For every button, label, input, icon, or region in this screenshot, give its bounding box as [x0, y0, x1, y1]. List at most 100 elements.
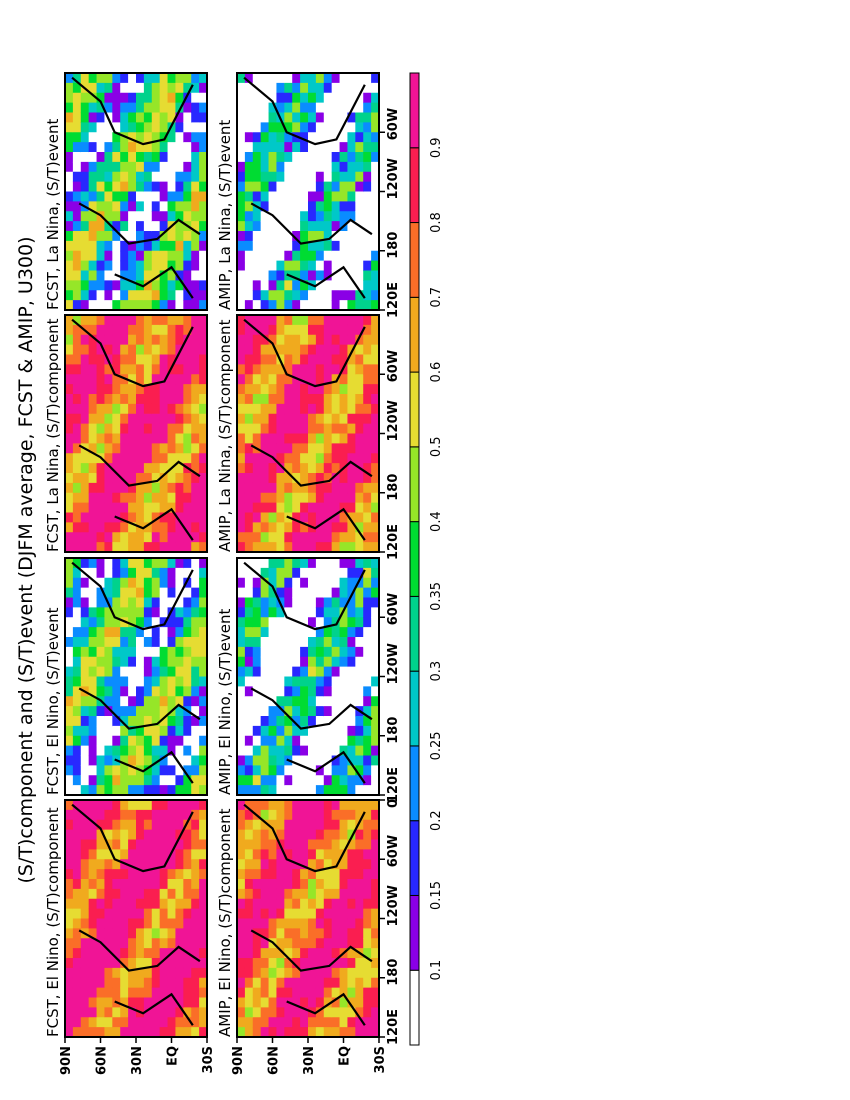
field-cell — [128, 112, 137, 123]
field-cell — [308, 231, 317, 242]
field-cell — [191, 542, 200, 552]
field-cell — [371, 270, 379, 281]
field-cell — [284, 201, 293, 212]
field-cell — [104, 765, 113, 776]
field-cell — [284, 433, 293, 444]
field-cell — [96, 112, 106, 123]
field-cell — [244, 686, 254, 697]
field-cell — [96, 443, 106, 454]
field-cell — [191, 908, 200, 920]
field-cell — [96, 977, 106, 989]
field-cell — [363, 142, 372, 153]
field-cell — [175, 577, 184, 589]
field-cell — [96, 765, 106, 776]
field-cell — [88, 735, 98, 747]
field-cell — [331, 849, 341, 860]
field-cell — [237, 849, 246, 860]
x-tick-label: 120E — [386, 524, 401, 560]
field-cell — [128, 997, 137, 1008]
field-cell — [276, 250, 285, 262]
field-cell — [65, 745, 74, 757]
colorbar-swatch — [409, 521, 420, 597]
field-cell — [308, 859, 317, 870]
field-cell — [72, 92, 82, 104]
field-cell — [183, 290, 192, 301]
field-cell — [355, 745, 364, 757]
field-cell — [371, 745, 379, 757]
field-cell — [237, 997, 246, 1008]
field-cell — [191, 413, 200, 425]
field-cell — [191, 142, 200, 153]
field-cell — [300, 231, 309, 242]
field-cell — [363, 384, 372, 395]
field-cell — [191, 201, 200, 212]
field-cell — [339, 775, 349, 786]
field-cell — [284, 938, 293, 949]
field-cell — [268, 231, 278, 242]
field-cell — [284, 473, 293, 484]
field-cell — [315, 201, 325, 212]
field-cell — [136, 240, 145, 252]
field-cell — [371, 587, 379, 599]
field-cell — [72, 532, 82, 543]
field-cell — [136, 473, 145, 484]
field-cell — [300, 433, 309, 444]
field-cell — [292, 898, 301, 910]
field-cell — [72, 587, 82, 599]
field-cell — [112, 260, 121, 272]
field-cell — [347, 191, 356, 202]
field-cell — [276, 567, 285, 579]
field-cell — [347, 918, 356, 929]
field-cell — [315, 997, 325, 1008]
field-cell — [244, 869, 254, 880]
field-cell — [244, 171, 254, 183]
field-cell — [167, 482, 177, 494]
field-cell — [96, 839, 106, 850]
field-cell — [167, 231, 177, 242]
field-cell — [143, 132, 153, 143]
field-cell — [120, 191, 129, 202]
field-cell — [252, 637, 262, 648]
field-cell — [96, 270, 106, 281]
field-cell — [183, 888, 192, 900]
field-cell — [175, 191, 184, 202]
field-cell — [159, 666, 169, 678]
field-cell — [199, 819, 207, 831]
field-cell — [96, 463, 106, 474]
field-cell — [167, 354, 177, 365]
field-cell — [112, 240, 121, 252]
field-cell — [244, 558, 254, 569]
field-cell — [72, 908, 82, 920]
field-cell — [252, 453, 262, 464]
field-cell — [371, 725, 379, 737]
field-cell — [136, 181, 145, 193]
field-cell — [308, 829, 317, 841]
field-cell — [268, 869, 278, 880]
field-cell — [292, 696, 301, 707]
field-cell — [292, 637, 301, 648]
field-cell — [183, 354, 192, 365]
field-cell — [252, 617, 262, 628]
field-cell — [136, 161, 145, 173]
field-cell — [104, 898, 113, 910]
field-cell — [128, 512, 137, 523]
field-cell — [244, 191, 254, 202]
field-cell — [167, 161, 177, 173]
field-cell — [292, 765, 301, 776]
field-cell — [237, 1007, 246, 1018]
field-cell — [191, 394, 200, 405]
field-cell — [355, 967, 364, 979]
field-cell — [191, 280, 200, 291]
field-cell — [159, 948, 169, 959]
field-cell — [112, 492, 121, 504]
field-cell — [143, 152, 153, 163]
field-cell — [65, 587, 74, 599]
field-cell — [183, 492, 192, 504]
panel-4: FCST, La Nina, (S/T)event — [44, 72, 208, 311]
field-cell — [347, 290, 356, 301]
field-cell — [292, 211, 301, 222]
field-cell — [315, 829, 325, 841]
field-cell — [339, 725, 349, 737]
field-cell — [112, 839, 121, 850]
field-cell — [300, 997, 309, 1008]
